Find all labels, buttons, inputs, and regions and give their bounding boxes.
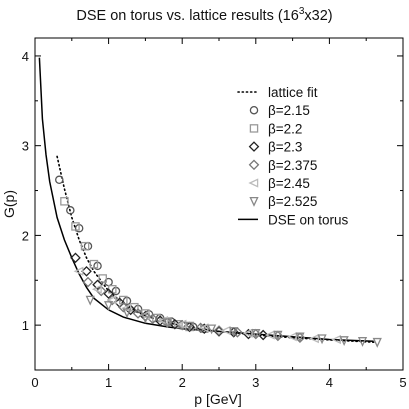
chart-title: DSE on torus vs. lattice results (163x32… (0, 6, 409, 24)
y-tick-label: 1 (22, 318, 29, 333)
chart-title-main: DSE on torus vs. lattice results (16 (76, 7, 299, 24)
legend-marker (249, 124, 259, 133)
data-point (83, 241, 93, 251)
chart-markers (55, 175, 382, 348)
data-point (103, 301, 114, 312)
data-point (286, 332, 297, 342)
y-axis-label: G(p) (1, 190, 17, 218)
plot-frame (34, 37, 404, 371)
x-tick-label: 2 (179, 375, 186, 390)
dse-curve (38, 57, 374, 343)
data-point (60, 197, 69, 206)
data-point (232, 326, 243, 338)
data-point (81, 265, 92, 277)
data-point (103, 288, 114, 300)
data-point (251, 328, 261, 339)
legend-label: β=2.525 (268, 194, 317, 209)
x-tick-label: 1 (105, 375, 112, 390)
data-point (147, 313, 159, 325)
data-point (273, 330, 283, 341)
data-point (98, 274, 107, 283)
data-point (55, 175, 64, 185)
data-point (162, 318, 173, 329)
chart-lines (38, 57, 375, 343)
legend-marker (249, 105, 259, 115)
data-point (184, 321, 195, 332)
data-point (339, 336, 349, 347)
data-point (174, 319, 183, 329)
x-tick-label: 4 (326, 375, 333, 390)
data-point (73, 266, 84, 276)
lattice-fit-curve (56, 155, 375, 343)
legend-label: β=2.45 (268, 176, 310, 191)
data-point (357, 337, 368, 347)
axis-ticks: 0 1 2 3 4 5 1 2 3 4 (22, 38, 407, 390)
data-point (106, 294, 118, 306)
data-point (80, 241, 90, 251)
legend-marker (249, 196, 259, 207)
data-point (198, 323, 209, 333)
data-point (207, 324, 217, 335)
data-point (82, 276, 94, 288)
legend-label: β=2.15 (268, 103, 310, 118)
data-point (66, 206, 75, 215)
data-point (132, 308, 144, 319)
data-point (71, 222, 80, 231)
x-tick-label: 3 (252, 375, 259, 390)
legend: lattice fit β=2.15 β=2.2 β=2.3 β=2.375 β=2.45… (237, 85, 349, 227)
y-tick-label: 2 (22, 228, 29, 243)
legend-label: lattice fit (268, 85, 318, 100)
data-point (229, 327, 239, 338)
data-point (213, 325, 225, 336)
data-point (122, 308, 132, 319)
data-point (121, 303, 132, 313)
data-point (140, 313, 151, 324)
chart-title-end: x32) (304, 7, 333, 24)
data-point (264, 330, 275, 340)
x-axis-label: p [GeV] (194, 391, 241, 407)
legend-label: β=2.375 (268, 158, 317, 173)
legend-marker (248, 178, 259, 188)
data-point (220, 325, 231, 336)
data-point (70, 252, 81, 264)
legend-marker (248, 159, 260, 171)
legend-label: β=2.2 (268, 121, 302, 136)
data-point (91, 284, 102, 294)
data-point (317, 334, 327, 345)
series-6 (85, 295, 382, 348)
legend-marker (248, 141, 260, 152)
data-point (309, 333, 319, 344)
data-point (242, 328, 253, 338)
data-point (85, 295, 95, 306)
y-tick-label: 4 (22, 49, 29, 64)
x-tick-label: 0 (31, 375, 38, 390)
y-tick-label: 3 (22, 139, 29, 154)
data-point (372, 337, 382, 348)
data-point (331, 334, 342, 345)
data-point (176, 319, 187, 329)
data-point (95, 285, 107, 297)
chart-title-superscript: 3 (298, 6, 305, 17)
legend-label: β=2.3 (268, 140, 302, 155)
series-5 (73, 266, 342, 345)
data-point (92, 279, 103, 291)
legend-label: DSE on torus (268, 212, 349, 227)
x-tick-label: 5 (399, 375, 406, 390)
series-1 (55, 175, 198, 332)
data-point (89, 259, 99, 269)
data-point (118, 301, 129, 313)
data-point (295, 332, 305, 343)
